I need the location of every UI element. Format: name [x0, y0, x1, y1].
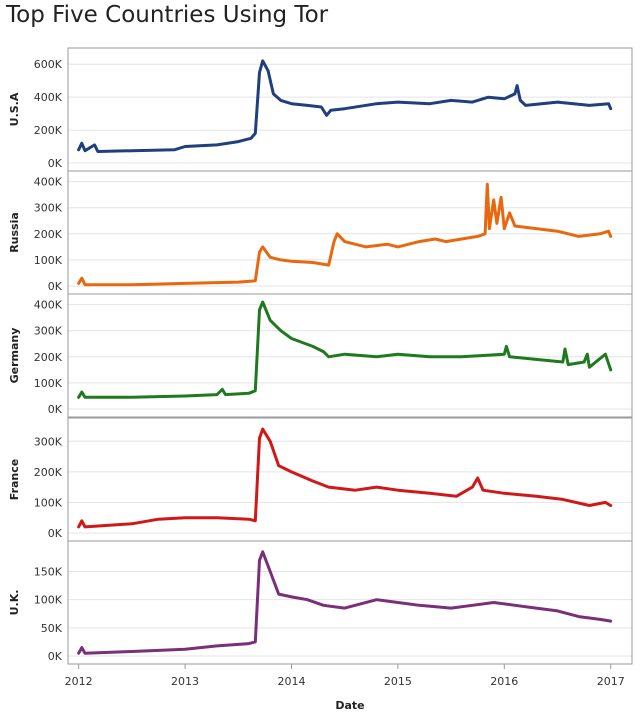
y-tick-label-russia-4: 400K	[34, 176, 63, 189]
series-line-u-k	[77, 550, 613, 655]
panel-label-germany: Germany	[8, 328, 21, 384]
y-tick-label-germany-2: 200K	[34, 351, 63, 364]
series-line-germany	[77, 300, 613, 399]
x-axis-title: Date	[335, 699, 364, 712]
panel-label-france: France	[8, 459, 21, 500]
y-tick-label-russia-0: 0K	[48, 280, 63, 293]
panel-border-u-s-a	[67, 47, 633, 172]
panel-border-russia	[67, 170, 633, 295]
panel-u-s-a: 0K 200K 400K 600K U.S.A	[8, 47, 633, 172]
y-tick-label-u-s-a-2: 400K	[34, 91, 63, 104]
y-tick-label-u-s-a-1: 200K	[34, 124, 63, 137]
y-tick-label-germany-1: 100K	[34, 377, 63, 390]
panel-border-u-k	[67, 540, 633, 665]
series-line-russia	[77, 182, 613, 287]
x-tick-label-1: 2013	[171, 675, 199, 688]
y-tick-label-germany-4: 400K	[34, 299, 63, 312]
y-tick-label-france-0: 0K	[48, 527, 63, 540]
series-line-u-s-a	[77, 59, 613, 153]
y-tick-label-germany-0: 0K	[48, 403, 63, 416]
y-tick-label-u-k-1: 50K	[41, 622, 63, 635]
x-axis: 2012 2013 2014 2015 2016 2017	[65, 664, 625, 688]
x-tick-label-5: 2017	[597, 675, 625, 688]
panel-label-u-k: U.K.	[8, 590, 21, 616]
y-tick-label-u-s-a-3: 600K	[34, 58, 63, 71]
y-tick-label-u-k-0: 0K	[48, 650, 63, 663]
y-tick-label-france-2: 200K	[34, 466, 63, 479]
panel-france: 0K 100K 200K 300K France	[8, 417, 633, 542]
y-tick-label-russia-1: 100K	[34, 254, 63, 267]
y-tick-label-france-3: 300K	[34, 435, 63, 448]
x-tick-label-3: 2015	[384, 675, 412, 688]
y-tick-label-u-s-a-0: 0K	[48, 157, 63, 170]
panel-russia: 0K 100K 200K 300K 400K Russia	[8, 170, 633, 295]
y-tick-label-germany-3: 300K	[34, 325, 63, 338]
panel-u-k: 0K 50K 100K 150K U.K.	[8, 540, 633, 665]
panel-border-germany	[67, 293, 633, 418]
series-line-france	[77, 427, 613, 529]
panel-label-russia: Russia	[8, 212, 21, 253]
y-tick-label-russia-3: 300K	[34, 202, 63, 215]
panel-border-france	[67, 417, 633, 542]
x-tick-label-0: 2012	[65, 675, 93, 688]
chart-title: Top Five Countries Using Tor	[6, 2, 329, 28]
y-tick-label-u-k-3: 150K	[34, 566, 63, 579]
panels-layer: 0K 200K 400K 600K U.S.A 0K 100K 200K 300K 400K Rus…	[8, 47, 633, 665]
y-tick-label-u-k-2: 100K	[34, 594, 63, 607]
y-tick-label-russia-2: 200K	[34, 228, 63, 241]
panel-germany: 0K 100K 200K 300K 400K Germany	[8, 293, 633, 418]
y-tick-label-france-1: 100K	[34, 496, 63, 509]
panel-label-u-s-a: U.S.A	[8, 92, 21, 126]
x-tick-label-2: 2014	[277, 675, 305, 688]
x-tick-label-4: 2016	[490, 675, 518, 688]
